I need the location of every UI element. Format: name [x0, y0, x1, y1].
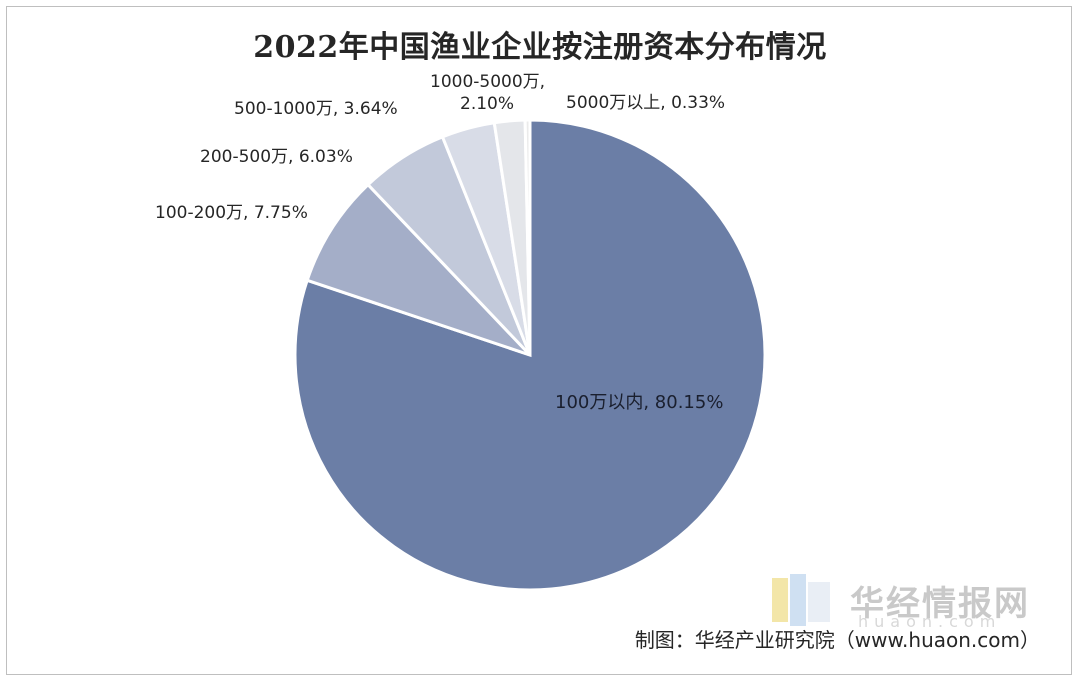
- slice-label-0: 100万以内, 80.15%: [555, 392, 723, 413]
- pie-slice-5: [523, 118, 532, 356]
- watermark-url: huaon.com: [858, 612, 1002, 631]
- slice-label-3: 500-1000万, 3.64%: [234, 99, 398, 119]
- slice-label-4-line2: 2.10%: [460, 94, 514, 114]
- watermark-name: 华经情报网: [850, 584, 1030, 624]
- slice-label-2: 200-500万, 6.03%: [200, 147, 353, 167]
- pie-slice-1: [305, 182, 532, 357]
- huaon-logo-icon: [772, 574, 830, 626]
- slice-label-5: 5000万以上, 0.33%: [566, 93, 725, 113]
- slice-label-1: 100-200万, 7.75%: [155, 203, 308, 223]
- source-note: 制图：华经产业研究院（www.huaon.com）: [634, 628, 1040, 652]
- chart-title: 2022年中国渔业企业按注册资本分布情况: [253, 30, 827, 65]
- slice-label-4: 1000-5000万,: [430, 72, 545, 92]
